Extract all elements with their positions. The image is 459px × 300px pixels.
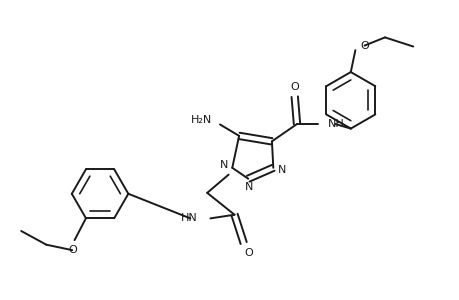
Text: O: O bbox=[68, 245, 77, 255]
Text: O: O bbox=[290, 82, 298, 92]
Text: NH: NH bbox=[327, 119, 343, 129]
Text: O: O bbox=[244, 248, 253, 258]
Text: HN: HN bbox=[181, 213, 198, 224]
Text: O: O bbox=[359, 40, 368, 51]
Text: N: N bbox=[278, 165, 286, 175]
Text: N: N bbox=[245, 182, 253, 192]
Text: H₂N: H₂N bbox=[190, 115, 211, 125]
Text: N: N bbox=[219, 160, 228, 170]
